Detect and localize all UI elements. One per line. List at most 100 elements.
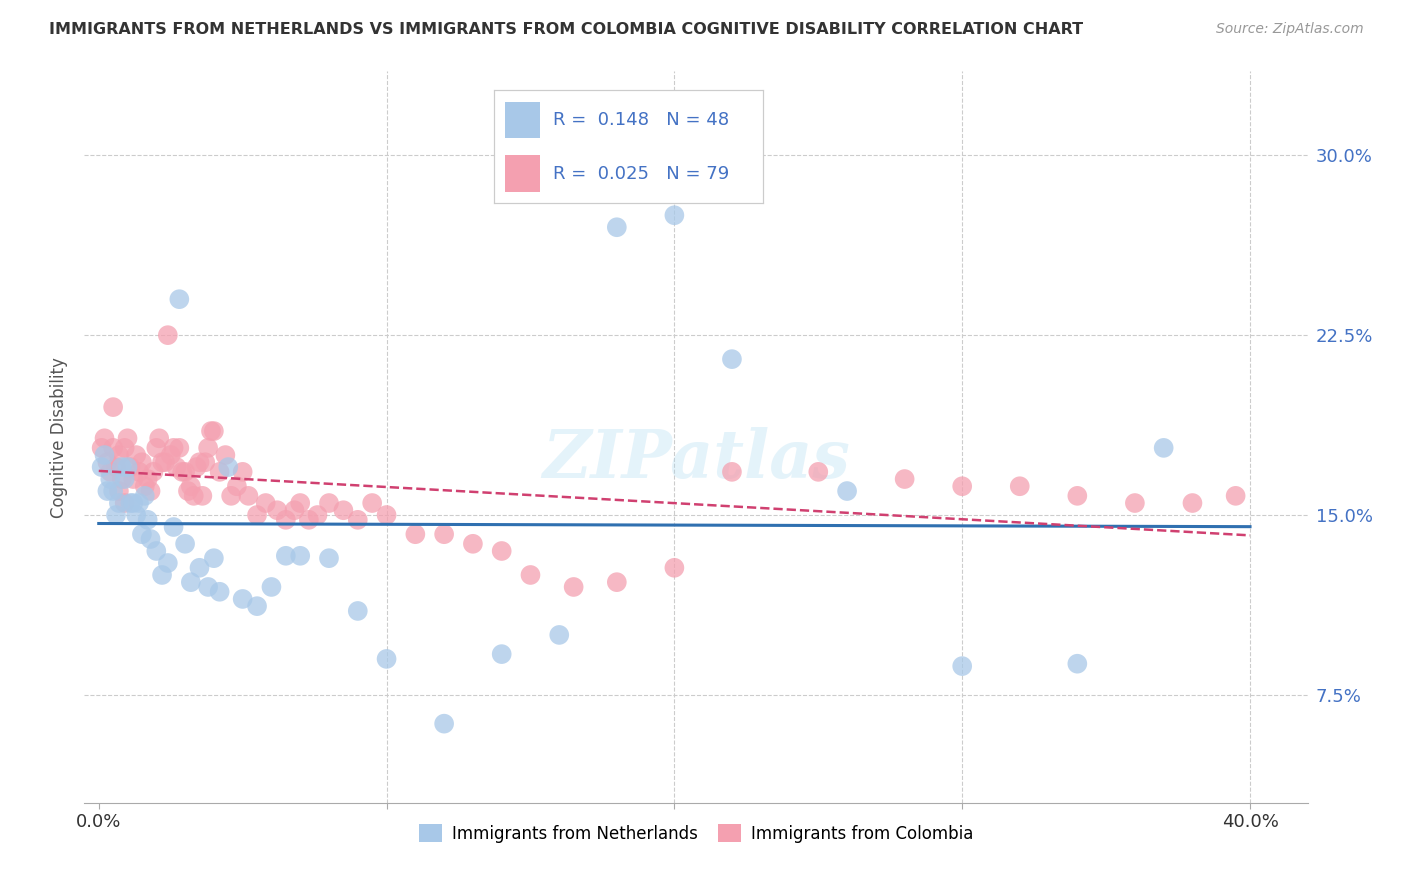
Point — [217, 460, 239, 475]
Point — [117, 460, 139, 475]
Point — [111, 472, 134, 486]
Point — [404, 527, 426, 541]
Point — [208, 584, 231, 599]
Point — [169, 441, 191, 455]
Point — [950, 479, 973, 493]
Point — [139, 483, 162, 498]
Point — [1123, 496, 1146, 510]
Point — [290, 496, 312, 510]
Point — [105, 460, 128, 475]
Point — [1066, 489, 1088, 503]
Point — [246, 599, 269, 614]
Point — [142, 465, 165, 479]
Point — [120, 496, 142, 510]
Point — [606, 575, 628, 590]
Point — [125, 448, 148, 462]
Text: ZIPatlas: ZIPatlas — [543, 426, 849, 491]
Point — [180, 479, 202, 493]
Point — [114, 472, 136, 486]
Point — [148, 431, 170, 445]
Point — [156, 556, 179, 570]
Point — [375, 508, 398, 522]
Point — [90, 441, 112, 455]
Point — [200, 424, 222, 438]
Point — [162, 441, 184, 455]
Point — [194, 455, 217, 469]
Point — [950, 659, 973, 673]
Point — [238, 489, 260, 503]
Point — [159, 448, 181, 462]
Point — [174, 537, 197, 551]
Point — [101, 400, 124, 414]
Point — [177, 483, 200, 498]
Point — [548, 628, 571, 642]
Point — [208, 465, 231, 479]
Y-axis label: Cognitive Disability: Cognitive Disability — [51, 357, 69, 517]
Point — [96, 483, 118, 498]
Point — [214, 448, 236, 462]
Point — [186, 460, 208, 475]
Point — [117, 431, 139, 445]
Point — [318, 496, 340, 510]
Point — [131, 527, 153, 541]
Point — [169, 292, 191, 306]
Point — [120, 460, 142, 475]
Point — [1008, 479, 1031, 493]
Point — [105, 508, 128, 522]
Point — [491, 544, 513, 558]
Point — [290, 549, 312, 563]
Point — [108, 448, 131, 462]
Point — [191, 489, 214, 503]
Legend: Immigrants from Netherlands, Immigrants from Colombia: Immigrants from Netherlands, Immigrants … — [412, 817, 980, 849]
Point — [332, 503, 354, 517]
Point — [346, 604, 368, 618]
Point — [433, 527, 456, 541]
Point — [491, 647, 513, 661]
Point — [128, 496, 150, 510]
Point — [307, 508, 329, 522]
Point — [98, 472, 121, 486]
Point — [145, 544, 167, 558]
Point — [93, 431, 115, 445]
Point — [166, 460, 188, 475]
Point — [101, 483, 124, 498]
Point — [183, 489, 205, 503]
Point — [1225, 489, 1247, 503]
Point — [664, 561, 686, 575]
Text: IMMIGRANTS FROM NETHERLANDS VS IMMIGRANTS FROM COLOMBIA COGNITIVE DISABILITY COR: IMMIGRANTS FROM NETHERLANDS VS IMMIGRANT… — [49, 22, 1084, 37]
Point — [298, 513, 321, 527]
Point — [375, 652, 398, 666]
Point — [202, 424, 225, 438]
Point — [90, 460, 112, 475]
Point — [108, 483, 131, 498]
Point — [807, 465, 830, 479]
Point — [562, 580, 585, 594]
Point — [122, 496, 145, 510]
Point — [202, 551, 225, 566]
Point — [153, 455, 176, 469]
Point — [260, 580, 283, 594]
Point — [114, 496, 136, 510]
Point — [145, 441, 167, 455]
Point — [128, 465, 150, 479]
Point — [219, 489, 242, 503]
Point — [188, 561, 211, 575]
Point — [134, 479, 156, 493]
Point — [197, 580, 219, 594]
Point — [96, 455, 118, 469]
Point — [893, 472, 915, 486]
Point — [246, 508, 269, 522]
Point — [162, 520, 184, 534]
Point — [139, 532, 162, 546]
Point — [131, 455, 153, 469]
Point — [433, 716, 456, 731]
Point — [461, 537, 484, 551]
Point — [254, 496, 277, 510]
Point — [174, 465, 197, 479]
Point — [1181, 496, 1204, 510]
Point — [197, 441, 219, 455]
Point — [150, 455, 173, 469]
Point — [274, 549, 297, 563]
Point — [122, 472, 145, 486]
Point — [114, 441, 136, 455]
